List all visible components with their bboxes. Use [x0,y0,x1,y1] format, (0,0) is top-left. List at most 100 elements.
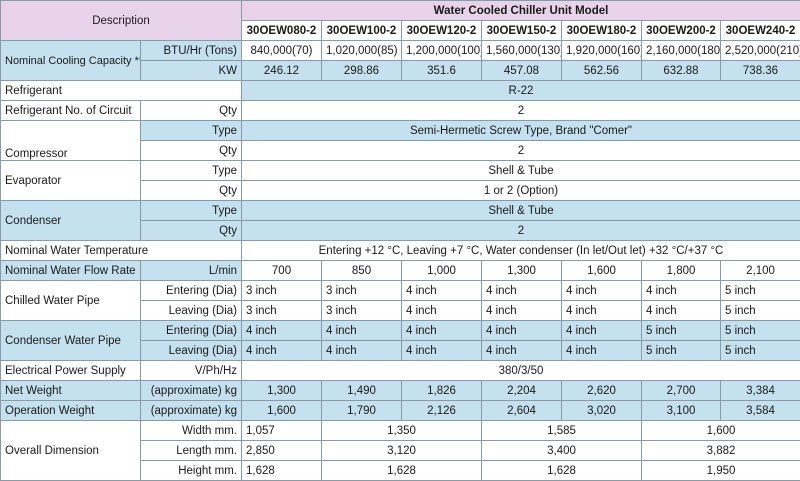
capacity-label: Nominal Cooling Capacity ** [1,41,141,81]
btu-value: 2,520,000(210) [721,41,800,61]
kw-value: 457.08 [482,61,562,81]
model-cell: 30OEW240-2 [721,21,800,41]
chilled-pipe-label: Chilled Water Pipe [1,281,141,321]
table-row: Electrical Power Supply V/Ph/Hz 380/3/50 [1,361,800,381]
length-value: 3,120 [322,441,482,461]
water-temp-label: Nominal Water Temperature [1,241,242,261]
model-cell: 30OEW080-2 [242,21,322,41]
condenser-entering-value: 5 inch [642,321,721,341]
refrigerant-label: Refrigerant [1,81,242,101]
height-label: Height mm. [141,461,242,481]
btu-value: 1,020,000(85) [322,41,402,61]
length-value: 3,882 [642,441,800,461]
circuit-unit: Qty [141,101,242,121]
btu-value: 840,000(70) [242,41,322,61]
kw-value: 298.86 [322,61,402,81]
chilled-leaving-value: 4 inch [402,301,482,321]
condenser-qty-label: Qty [141,221,242,241]
chilled-entering-value: 3 inch [322,281,402,301]
chilled-entering-label: Entering (Dia) [141,281,242,301]
op-weight-value: 1,790 [322,401,402,421]
compressor-qty-value: 2 [242,141,800,161]
evaporator-label: Evaporator [1,161,141,201]
net-weight-value: 1,826 [402,381,482,401]
flow-rate-unit: L/min [141,261,242,281]
length-value: 2,850 [242,441,322,461]
condenser-leaving-value: 4 inch [242,341,322,361]
width-value: 1,057 [242,421,322,441]
condenser-entering-label: Entering (Dia) [141,321,242,341]
table-row: Compressor Type Semi-Hermetic Screw Type… [1,121,800,141]
condenser-leaving-label: Leaving (Dia) [141,341,242,361]
condenser-entering-value: 5 inch [721,321,800,341]
refrigerant-value: R-22 [242,81,800,101]
flow-rate-value: 2,100 [721,261,800,281]
kw-value: 562.56 [562,61,642,81]
chilled-leaving-value: 4 inch [642,301,721,321]
btu-value: 1,200,000(100) [402,41,482,61]
net-weight-unit: (approximate) kg [141,381,242,401]
compressor-type-value: Semi-Hermetic Screw Type, Brand "Comer" [242,121,800,141]
compressor-qty-label: Qty [141,141,242,161]
chilled-leaving-value: 4 inch [562,301,642,321]
height-value: 1,628 [482,461,642,481]
table-row: Overall Dimension Width mm. 1,057 1,350 … [1,421,800,441]
circuit-label: Refrigerant No. of Circuit [1,101,141,121]
chilled-leaving-value: 5 inch [721,301,800,321]
evaporator-qty-value: 1 or 2 (Option) [242,181,800,201]
kw-value: 351.6 [402,61,482,81]
chilled-entering-value: 3 inch [242,281,322,301]
op-weight-value: 3,584 [721,401,800,421]
model-cell: 30OEW200-2 [642,21,721,41]
net-weight-value: 1,300 [242,381,322,401]
flow-rate-value: 700 [242,261,322,281]
chilled-entering-value: 4 inch [482,281,562,301]
btu-value: 2,160,000(180) [642,41,721,61]
water-temp-value: Entering +12 °C, Leaving +7 °C, Water co… [242,241,800,261]
op-weight-value: 2,604 [482,401,562,421]
op-weight-value: 2,126 [402,401,482,421]
chilled-entering-value: 4 inch [562,281,642,301]
table-row: Condenser Water Pipe Entering (Dia) 4 in… [1,321,800,341]
width-value: 1,600 [642,421,800,441]
table-row: Nominal Cooling Capacity ** BTU/Hr (Tons… [1,41,800,61]
table-row: Nominal Water Temperature Entering +12 °… [1,241,800,261]
length-value: 3,400 [482,441,642,461]
kw-value: 738.36 [721,61,800,81]
condenser-leaving-value: 4 inch [402,341,482,361]
flow-rate-value: 1,300 [482,261,562,281]
table-row: Condenser Type Shell & Tube [1,201,800,221]
height-value: 1,628 [242,461,322,481]
chilled-entering-value: 5 inch [721,281,800,301]
width-value: 1,350 [322,421,482,441]
compressor-type-label: Type [141,121,242,141]
chilled-leaving-value: 3 inch [242,301,322,321]
power-unit: V/Ph/Hz [141,361,242,381]
chilled-entering-value: 4 inch [642,281,721,301]
kw-unit: KW [141,61,242,81]
net-weight-value: 2,204 [482,381,562,401]
op-weight-value: 1,600 [242,401,322,421]
chilled-leaving-value: 3 inch [322,301,402,321]
flow-rate-value: 1,600 [562,261,642,281]
length-label: Length mm. [141,441,242,461]
height-value: 1,628 [322,461,482,481]
btu-value: 1,560,000(130) [482,41,562,61]
model-cell: 30OEW100-2 [322,21,402,41]
table-row: Refrigerant No. of Circuit Qty 2 [1,101,800,121]
condenser-leaving-value: 4 inch [482,341,562,361]
condenser-qty-value: 2 [242,221,800,241]
model-cell: 30OEW150-2 [482,21,562,41]
dimension-label: Overall Dimension [1,421,141,481]
chilled-leaving-label: Leaving (Dia) [141,301,242,321]
width-value: 1,585 [482,421,642,441]
flow-rate-label: Nominal Water Flow Rate [1,261,141,281]
condenser-type-value: Shell & Tube [242,201,800,221]
compressor-label: Compressor [1,121,141,161]
power-value: 380/3/50 [242,361,800,381]
height-value: 1,950 [642,461,800,481]
op-weight-value: 3,020 [562,401,642,421]
condenser-entering-value: 4 inch [482,321,562,341]
evaporator-type-value: Shell & Tube [242,161,800,181]
width-label: Width mm. [141,421,242,441]
